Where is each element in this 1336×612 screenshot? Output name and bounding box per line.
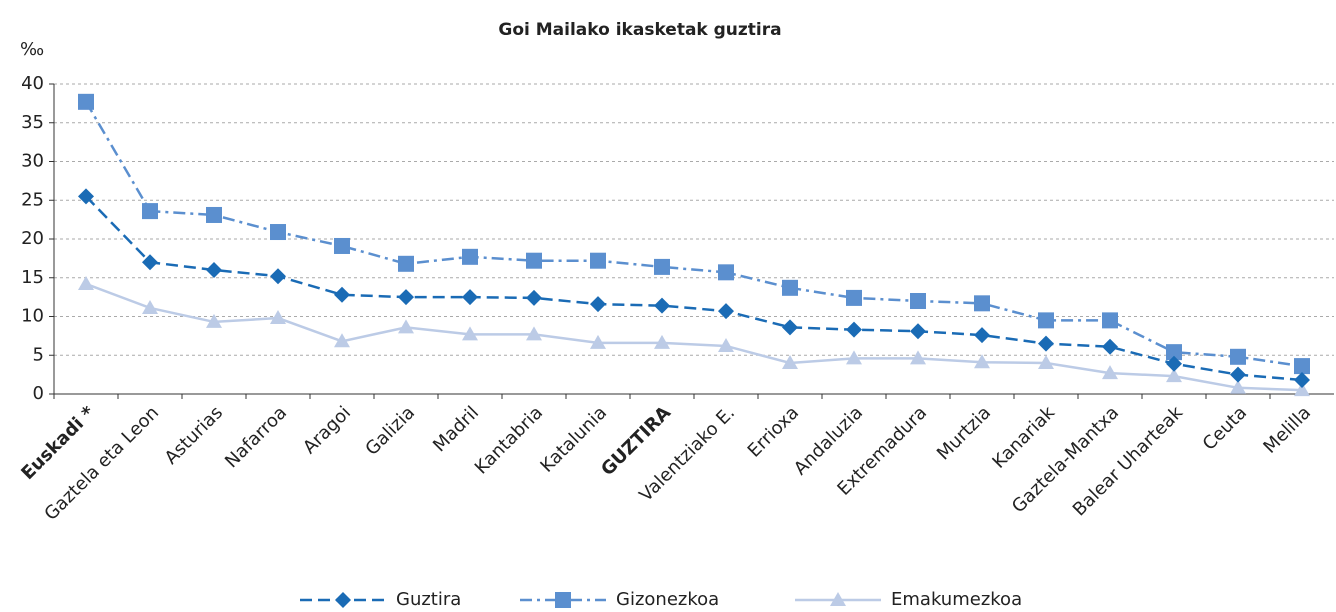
y-tick-label: 5 <box>33 344 44 365</box>
y-tick-label: 10 <box>21 306 44 327</box>
marker <box>1166 344 1182 361</box>
marker <box>1294 358 1310 375</box>
marker <box>590 334 606 349</box>
x-tick-label: Kantabria <box>471 402 547 478</box>
marker <box>462 326 478 341</box>
marker <box>462 248 478 265</box>
marker <box>78 188 94 205</box>
marker <box>462 289 478 306</box>
marker <box>398 289 414 306</box>
series-line <box>85 282 1303 392</box>
y-tick-label: 15 <box>21 267 44 288</box>
marker <box>78 275 94 290</box>
x-tick-label: Gaztela eta Leon <box>40 402 163 525</box>
marker <box>1294 372 1310 389</box>
x-tick-label: Madril <box>429 402 483 456</box>
marker <box>782 355 798 369</box>
marker <box>206 313 222 328</box>
marker <box>206 262 222 278</box>
marker <box>270 310 286 325</box>
x-tick-label: Murtzia <box>933 402 995 464</box>
marker <box>590 296 606 313</box>
chart-title: Goi Mailako ikasketak guztira <box>498 20 781 40</box>
marker <box>1230 366 1246 383</box>
y-tick-label: 35 <box>21 112 44 133</box>
marker <box>270 268 286 285</box>
marker <box>78 93 94 110</box>
x-tick-label: Asturias <box>161 402 227 468</box>
marker <box>526 252 542 269</box>
marker <box>782 279 798 296</box>
x-tick-label: Aragoi <box>299 402 355 458</box>
marker <box>1230 379 1246 394</box>
x-tick-label: Galizia <box>361 402 419 460</box>
marker <box>1038 355 1054 369</box>
series-line <box>84 101 1303 368</box>
marker <box>590 252 606 269</box>
marker <box>974 327 990 344</box>
marker <box>526 289 542 306</box>
marker <box>1294 382 1310 397</box>
marker <box>142 299 158 314</box>
legend-marker <box>830 592 846 606</box>
marker <box>846 289 862 306</box>
y-tick-label: 40 <box>21 73 44 94</box>
marker <box>1230 348 1246 365</box>
legend-label: Gizonezkoa <box>616 589 719 610</box>
legend-marker <box>335 592 351 608</box>
marker <box>654 297 670 314</box>
marker <box>334 237 350 254</box>
x-tick-label: Melilla <box>1259 402 1315 458</box>
marker <box>910 350 926 365</box>
y-tick-label: 25 <box>21 189 44 210</box>
marker <box>718 264 734 281</box>
marker <box>1166 368 1182 383</box>
marker <box>142 203 158 220</box>
marker <box>1038 335 1054 352</box>
marker <box>974 354 990 369</box>
marker <box>654 258 670 275</box>
marker <box>782 319 798 336</box>
marker <box>910 323 926 340</box>
y-axis-label: ‰ <box>20 39 44 60</box>
y-tick-label: 0 <box>33 383 44 404</box>
x-tick-label: Errioxa <box>744 402 803 461</box>
marker <box>1102 365 1118 380</box>
marker <box>206 206 222 223</box>
marker <box>334 286 350 303</box>
marker <box>1102 312 1118 329</box>
legend-label: Emakumezkoa <box>891 589 1022 610</box>
marker <box>910 293 926 309</box>
marker <box>974 295 990 312</box>
legend-marker <box>555 592 571 608</box>
marker <box>654 334 670 349</box>
marker <box>846 350 862 365</box>
marker <box>398 319 414 334</box>
marker <box>846 321 862 338</box>
y-tick-label: 30 <box>21 151 44 172</box>
marker <box>718 303 734 320</box>
marker <box>398 255 414 272</box>
marker <box>334 333 350 348</box>
x-tick-label: Ceuta <box>1199 402 1251 454</box>
marker <box>1166 355 1182 372</box>
x-tick-label: Nafarroa <box>221 402 291 472</box>
marker <box>526 326 542 341</box>
marker <box>1102 338 1118 355</box>
marker <box>1038 312 1054 329</box>
series-line <box>85 195 1303 382</box>
marker <box>142 254 158 271</box>
marker <box>718 337 734 352</box>
y-tick-label: 20 <box>21 228 44 249</box>
legend-label: Guztira <box>396 589 461 610</box>
x-tick-label: Balear Uharteak <box>1069 402 1188 521</box>
marker <box>270 224 286 241</box>
x-tick-label: Gaztela-Mantxa <box>1008 402 1123 517</box>
